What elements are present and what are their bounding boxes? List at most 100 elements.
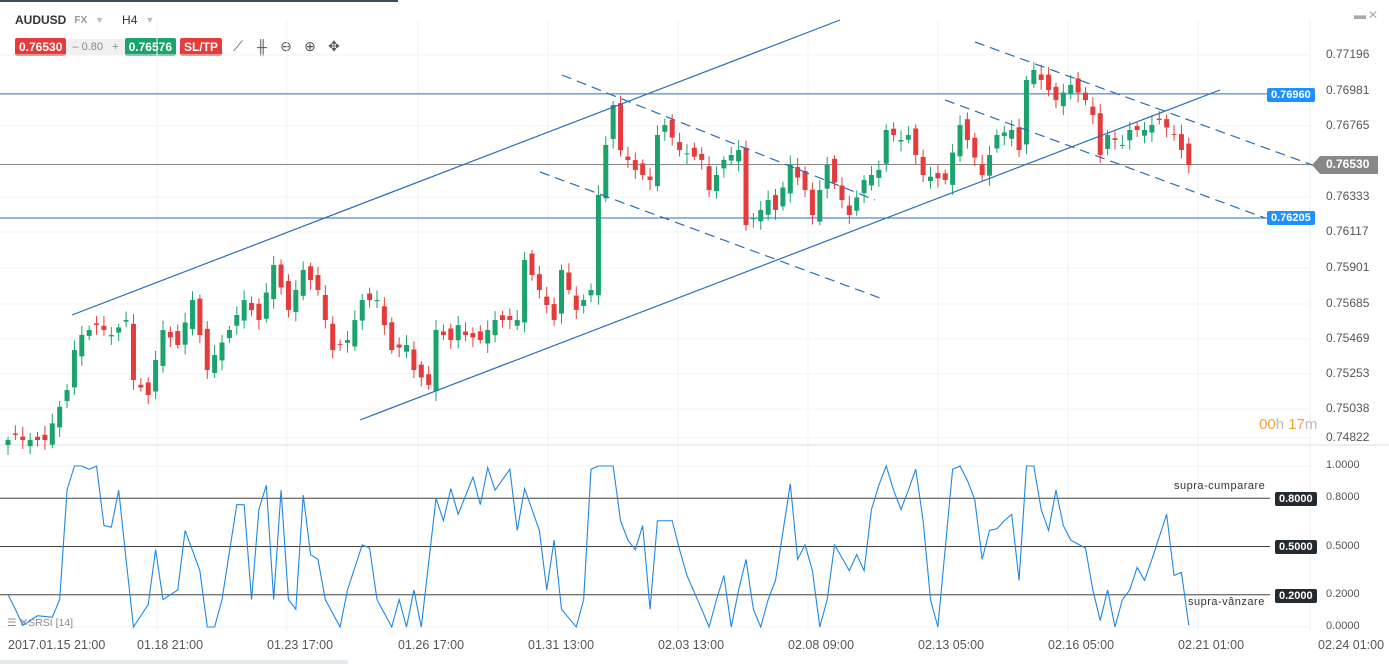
oversold-label: supra-vânzare (1188, 596, 1265, 608)
buy-price-button[interactable]: 0.76576 (124, 37, 176, 56)
candle (559, 264, 564, 324)
zoom-in-icon[interactable]: ⊕ (304, 38, 316, 54)
candle (632, 152, 638, 179)
candle (20, 426, 26, 449)
candle-body (204, 328, 210, 370)
candle-body (330, 323, 336, 351)
candle-body (1082, 92, 1088, 101)
candle-body (1038, 74, 1044, 80)
chart-header: AUDUSD FX ▼ H4 ▼ (15, 13, 164, 27)
symbol-label[interactable]: AUDUSD (15, 13, 67, 27)
candle-body (470, 333, 476, 338)
candle-body (928, 176, 933, 182)
candle-body (182, 322, 188, 345)
candle (241, 290, 247, 329)
line-chart-icon[interactable]: ⟋ (233, 38, 243, 54)
candle (957, 115, 963, 163)
candle (167, 326, 173, 348)
candle (477, 325, 483, 344)
candle-body (271, 265, 277, 300)
spread-plus-button[interactable]: + (112, 40, 119, 53)
candle (1060, 83, 1066, 116)
candle-body (950, 152, 956, 185)
candle-body (1178, 134, 1184, 150)
candle-body (315, 275, 321, 291)
candle-body (79, 334, 85, 357)
candle (699, 147, 705, 170)
candle-body (455, 325, 461, 341)
candle (1186, 137, 1192, 174)
timeframe-dropdown-icon[interactable]: ▼ (145, 15, 155, 25)
candle-body (736, 150, 742, 162)
candle-body (544, 296, 550, 305)
candle (1053, 82, 1059, 109)
time-tick: 01.31 13:00 (528, 638, 595, 652)
price-tick: 0.75901 (1326, 260, 1370, 274)
candle-body (713, 174, 719, 192)
sltp-button[interactable]: SL/TP (180, 37, 223, 56)
candle-body (662, 125, 668, 132)
candle-body (699, 153, 705, 160)
candle-body (1171, 134, 1177, 136)
candle (116, 323, 122, 342)
candle (359, 293, 365, 330)
srsi-pane (0, 464, 1270, 629)
candle-body (536, 274, 542, 291)
candle (1068, 75, 1074, 100)
candle-body (278, 264, 284, 288)
symbol-dropdown-icon[interactable]: ▼ (95, 15, 105, 25)
candle (1178, 124, 1184, 159)
candle-body (300, 269, 306, 296)
candle (271, 255, 277, 309)
dashed-lower-line-1 (539, 171, 881, 299)
candle-body (130, 323, 136, 380)
candle-body (1016, 127, 1022, 151)
crosshair-icon[interactable]: ✥ (328, 38, 340, 54)
candle-body (987, 155, 993, 176)
candle (787, 155, 793, 203)
candle (300, 261, 306, 301)
price-tick: 0.77196 (1326, 47, 1370, 61)
candle-body (153, 359, 159, 392)
close-icon[interactable]: ✕ (1368, 8, 1379, 22)
srsi-legend[interactable]: ☰ ✕SRSI [14] (7, 617, 73, 629)
spread-value: 0.80 (81, 40, 103, 53)
candle (57, 400, 63, 437)
candle-body (418, 364, 424, 378)
candle-body (765, 200, 771, 215)
candle-body (640, 163, 646, 175)
candle-body (57, 406, 63, 428)
channel-lower-line (359, 89, 1221, 421)
candle (1046, 67, 1052, 97)
minimize-icon[interactable]: ▬ (1354, 8, 1366, 22)
trend-lines (71, 19, 1316, 421)
candle (1038, 64, 1044, 90)
zoom-out-icon[interactable]: ⊖ (280, 38, 292, 54)
candle (367, 287, 373, 308)
candle-body (728, 155, 734, 161)
candle (455, 316, 461, 349)
candlestick-icon[interactable]: ╫ (257, 38, 267, 55)
bottom-scrollbar[interactable] (0, 660, 348, 664)
spread-minus-button[interactable]: – (72, 40, 79, 53)
candle-body (256, 303, 262, 320)
candle-body (86, 330, 92, 336)
candle (374, 290, 380, 309)
candle (12, 425, 18, 440)
candle (868, 165, 874, 191)
candle-body (891, 128, 897, 136)
timeframe-label[interactable]: H4 (122, 13, 138, 27)
level-tag-lower[interactable]: 0.76205 (1267, 211, 1315, 225)
sell-price-button[interactable]: 0.76530 (15, 37, 67, 56)
time-tick: 02.21 01:00 (1178, 638, 1245, 652)
candle-body (1105, 134, 1111, 149)
candle-body (588, 290, 594, 296)
level-tag-upper[interactable]: 0.76960 (1267, 88, 1315, 102)
candle-body (883, 130, 889, 164)
candle-body (868, 174, 874, 186)
candle (1112, 131, 1118, 150)
candle-body (758, 209, 764, 222)
timer-h: h (1275, 416, 1285, 433)
candle-body (49, 423, 55, 445)
